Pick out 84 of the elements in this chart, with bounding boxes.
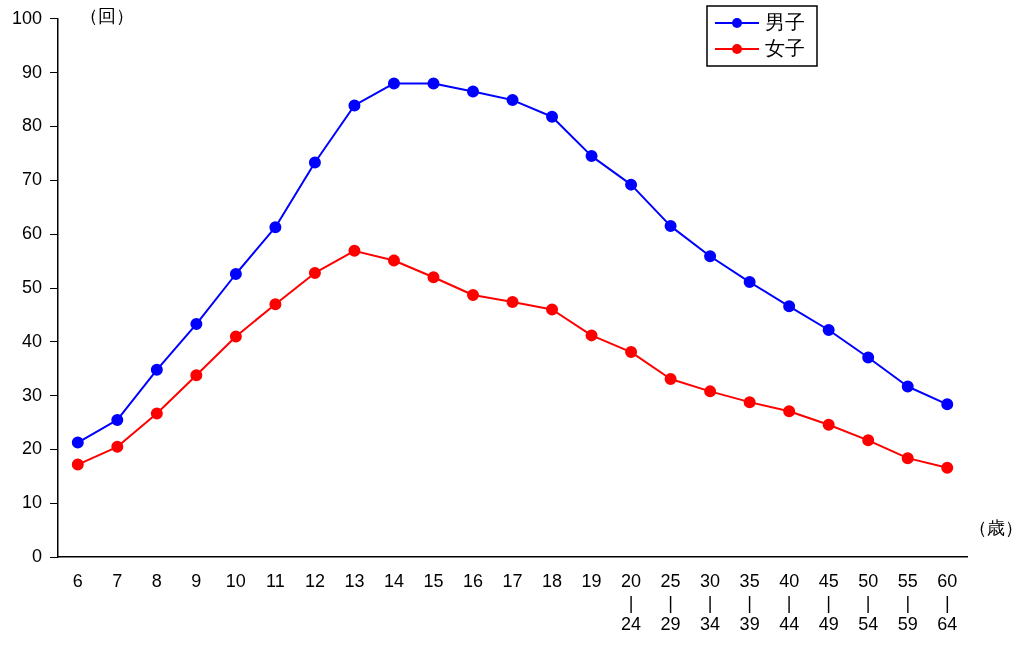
- point: [387, 77, 400, 90]
- point: [71, 458, 84, 471]
- x-tick-label: 8: [151, 570, 162, 591]
- x-tick-label: 14: [383, 570, 404, 591]
- x-tick-label: 40 | 44: [779, 570, 800, 635]
- point: [427, 271, 440, 284]
- point: [111, 413, 124, 426]
- point: [308, 266, 321, 279]
- point: [625, 178, 638, 191]
- point: [664, 220, 677, 233]
- point: [308, 156, 321, 169]
- point: [150, 363, 163, 376]
- x-tick-label: 16: [462, 570, 484, 591]
- x-tick-label: 25 | 29: [660, 570, 681, 635]
- legend-label: 女子: [765, 36, 805, 59]
- point: [901, 380, 914, 393]
- x-tick-label: 30 | 34: [700, 570, 721, 635]
- x-tick-label: 6: [72, 570, 83, 591]
- point: [467, 85, 479, 98]
- legend-label: 男子: [765, 10, 805, 33]
- x-tick-label: 35 | 39: [739, 570, 760, 635]
- text: （歳）: [969, 518, 1023, 539]
- x-tick-label: 55 | 59: [897, 570, 918, 635]
- x-tick-label: 13: [344, 570, 365, 591]
- point: [783, 405, 796, 418]
- point: [190, 369, 203, 382]
- point: [467, 289, 479, 301]
- point: [229, 268, 242, 280]
- x-tick-label: 60 | 64: [937, 570, 958, 635]
- point: [743, 396, 756, 409]
- y-tick-label: 70: [22, 169, 43, 190]
- point: [822, 324, 835, 336]
- y-tick-label: 0: [32, 546, 43, 567]
- point: [941, 398, 954, 411]
- point: [743, 276, 756, 289]
- point: [269, 221, 282, 234]
- point: [822, 418, 835, 431]
- y-tick-label: 30: [22, 384, 43, 405]
- x-tick-label: 15: [423, 570, 444, 591]
- point: [546, 303, 559, 316]
- x-tick-label: 17: [502, 570, 523, 591]
- point: [229, 330, 242, 343]
- point: [427, 77, 440, 90]
- x-tick-label: 19: [581, 570, 602, 591]
- point: [941, 461, 954, 474]
- x-tick-label: 9: [191, 570, 202, 591]
- point: [862, 434, 875, 447]
- point: [546, 110, 559, 123]
- point: [664, 372, 677, 385]
- point: [190, 318, 203, 331]
- point: [704, 250, 717, 263]
- point: [71, 436, 84, 449]
- point: [387, 254, 400, 267]
- x-tick-label: 7: [112, 570, 123, 591]
- x-tick-label: 11: [266, 570, 285, 591]
- point: [506, 296, 519, 308]
- x-tick-label: 18: [542, 570, 563, 591]
- x-tick-label: 50 | 54: [858, 570, 879, 635]
- y-tick-label: 100: [11, 7, 43, 28]
- point: [506, 94, 519, 107]
- point: [150, 407, 163, 420]
- point: [585, 329, 598, 342]
- point: [585, 150, 598, 163]
- y-tick-label: 60: [22, 223, 43, 244]
- point: [704, 385, 717, 398]
- y-tick-label: 90: [22, 61, 43, 82]
- y-tick-label: 40: [22, 330, 43, 351]
- point: [111, 440, 124, 453]
- x-tick-label: 12: [304, 570, 325, 591]
- y-tick-label: 10: [22, 492, 43, 513]
- point: [862, 351, 875, 364]
- point: [783, 300, 796, 313]
- x-tick-label: 10: [225, 570, 246, 591]
- x-tick-label: 45 | 49: [818, 570, 839, 635]
- point: [348, 244, 361, 257]
- point: [901, 452, 914, 465]
- point: [348, 99, 361, 112]
- y-tick-label: 50: [22, 276, 43, 297]
- y-tick-label: 80: [22, 115, 43, 136]
- annotation: （回）: [80, 5, 135, 26]
- point: [625, 346, 638, 359]
- y-tick-label: 20: [22, 438, 43, 459]
- x-tick-label: 20 | 24: [621, 570, 642, 635]
- point: [269, 298, 282, 311]
